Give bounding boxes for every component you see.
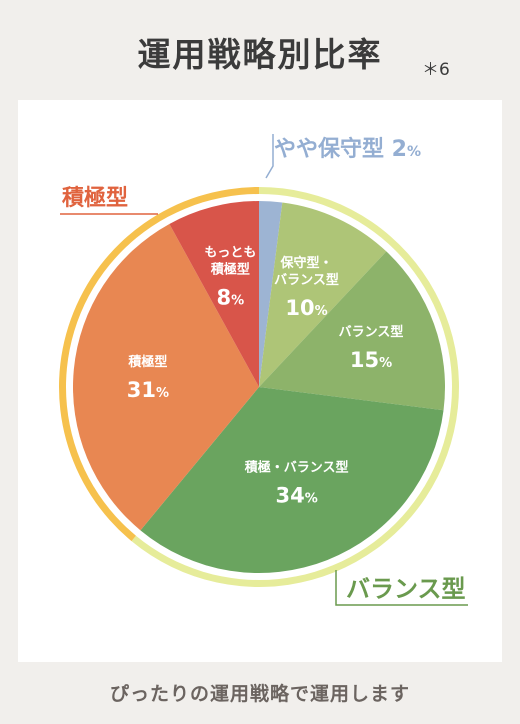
slice-value-label: 15% [350,348,392,372]
slice-label: 積極・バランス型 [244,460,349,476]
slice-value-label: 34% [276,484,318,508]
slice-value-label: 10% [285,296,327,320]
slice-label: バランス型 [274,272,339,288]
slice-label: もっとも [204,245,256,260]
pie-slice [169,201,259,387]
pie-slice [72,224,259,531]
callout-leader-line [335,570,468,606]
slice-label: 保守型・ [280,255,333,271]
footnote-marker: ＊6 [422,60,450,80]
pie-slice [259,202,387,387]
pie-slice [259,251,445,411]
pie-slice [259,201,283,387]
callout-leader-line [265,134,274,179]
footer-caption: ぴったりの運用戦略で運用します [109,683,410,705]
slice-label: バランス型 [339,324,404,340]
slice-label: 積極型 [127,354,167,370]
slice-value-label: 8% [216,285,244,309]
pie-chart: 保守型・バランス型10%バランス型15%積極・バランス型34%積極型31%もっと… [58,134,468,606]
chart-card: 保守型・ バランス型 10% バランス型 15% 積極・バランス型 34% 積極型 31% もっと… [18,100,502,662]
callout-label-conservative: やや保守型 2% [274,136,421,162]
callout-label-balanced: バランス型 [346,575,466,603]
slice-label: 積極型 [210,261,250,277]
slice-value-label: 31% [127,378,169,402]
callout-label-aggressive: 積極型 [62,185,128,211]
pie-slice [140,387,444,573]
chart-title: 運用戦略別比率 [137,35,383,74]
